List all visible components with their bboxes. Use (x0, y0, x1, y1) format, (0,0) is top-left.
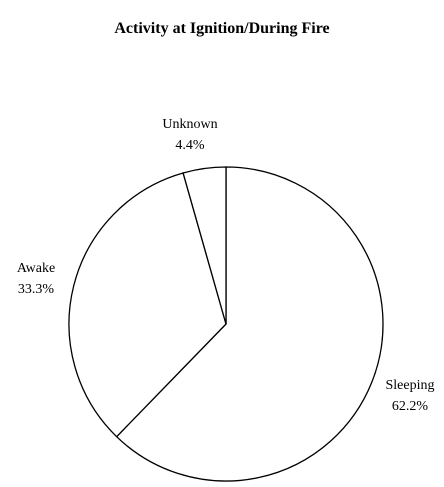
slice-value-sleeping: 62.2% (392, 399, 429, 414)
pie-slice-sleeping (115, 166, 384, 482)
pie-slice-unknown (182, 166, 227, 325)
slice-value-awake: 33.3% (18, 282, 55, 297)
slice-label-awake: Awake (17, 261, 55, 276)
slice-value-unknown: 4.4% (175, 138, 205, 153)
chart-title: Activity at Ignition/During Fire (114, 20, 330, 37)
slice-label-sleeping: Sleeping (386, 378, 435, 393)
slice-label-unknown: Unknown (162, 117, 217, 132)
pie-slice-awake (68, 172, 227, 438)
